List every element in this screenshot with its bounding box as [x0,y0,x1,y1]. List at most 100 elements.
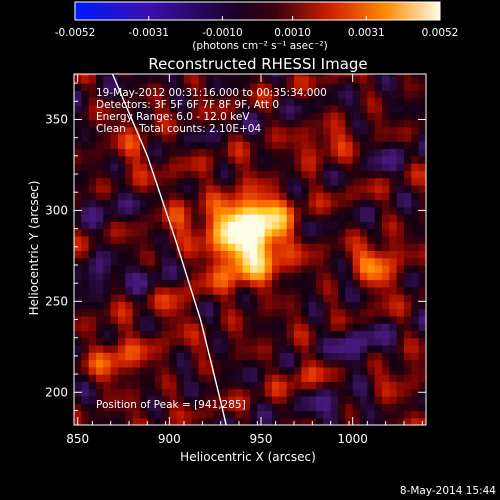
heatmap-cell [81,185,89,193]
heatmap-cell [316,134,324,142]
heatmap-cell [184,229,192,237]
heatmap-cell [213,170,221,178]
heatmap-cell [382,330,390,338]
heatmap-cell [228,287,236,295]
heatmap-cell [404,178,412,186]
heatmap-cell [419,323,427,331]
heatmap-cell [279,141,287,149]
heatmap-cell [382,69,390,77]
heatmap-cell [397,134,405,142]
heatmap-cell [162,76,170,84]
heatmap-cell [419,178,427,186]
heatmap-cell [177,338,185,346]
heatmap-cell [345,280,353,288]
heatmap-cell [309,134,317,142]
heatmap-cell [389,323,397,331]
heatmap-cell [235,367,243,375]
heatmap-cell [133,156,141,164]
heatmap-cell [257,236,265,244]
heatmap-cell [419,352,427,360]
heatmap-cell [177,280,185,288]
heatmap-cell [191,214,199,222]
heatmap-cell [250,374,258,382]
heatmap-cell [331,250,339,258]
heatmap-cell [74,127,82,135]
heatmap-cell [89,352,97,360]
heatmap-cell [177,287,185,295]
heatmap-cell [382,178,390,186]
heatmap-cell [228,250,236,258]
heatmap-cell [257,396,265,404]
heatmap-cell [235,221,243,229]
heatmap-cell [221,287,229,295]
heatmap-cell [353,352,361,360]
heatmap-cell [235,236,243,244]
heatmap-cell [316,330,324,338]
heatmap-cell [338,134,346,142]
heatmap-cell [96,185,104,193]
heatmap-cell [206,236,214,244]
heatmap-cell [191,207,199,215]
heatmap-cell [243,163,251,171]
heatmap-cell [257,367,265,375]
heatmap-cell [309,163,317,171]
heatmap-cell [411,410,419,418]
heatmap-cell [228,185,236,193]
heatmap-cell [235,374,243,382]
heatmap-cell [323,287,331,295]
heatmap-cell [221,389,229,397]
heatmap-cell [301,243,309,251]
heatmap-cell [382,352,390,360]
heatmap-cell [81,338,89,346]
heatmap-cell [250,280,258,288]
heatmap-cell [331,258,339,266]
heatmap-cell [199,360,207,368]
heatmap-cell [111,207,119,215]
heatmap-cell [89,178,97,186]
heatmap-cell [147,258,155,266]
heatmap-cell [323,265,331,273]
heatmap-cell [169,207,177,215]
heatmap-cell [419,294,427,302]
heatmap-cell [316,185,324,193]
heatmap-cell [96,134,104,142]
heatmap-cell [125,199,133,207]
heatmap-cell [397,112,405,120]
heatmap-cell [309,272,317,280]
heatmap-cell [389,396,397,404]
heatmap-cell [287,76,295,84]
heatmap-cell [338,294,346,302]
heatmap-cell [213,229,221,237]
heatmap-cell [419,309,427,317]
heatmap-cell [228,156,236,164]
heatmap-cell [125,207,133,215]
heatmap-cell [228,345,236,353]
heatmap-cell [162,374,170,382]
heatmap-cell [257,243,265,251]
heatmap-cell [294,141,302,149]
heatmap-cell [382,258,390,266]
heatmap-cell [250,185,258,193]
heatmap-cell [213,141,221,149]
heatmap-cell [419,301,427,309]
heatmap-cell [287,250,295,258]
heatmap-cell [294,381,302,389]
heatmap-cell [125,134,133,142]
heatmap-cell [345,403,353,411]
heatmap-cell [411,316,419,324]
heatmap-cell [206,178,214,186]
heatmap-cell [404,76,412,84]
heatmap-cell [331,287,339,295]
heatmap-cell [375,287,383,295]
heatmap-cell [103,374,111,382]
heatmap-cell [206,330,214,338]
heatmap-cell [96,236,104,244]
heatmap-cell [111,345,119,353]
heatmap-cell [74,141,82,149]
heatmap-cell [309,127,317,135]
heatmap-cell [221,163,229,171]
heatmap-cell [323,330,331,338]
heatmap-cell [404,221,412,229]
heatmap-cell [301,389,309,397]
heatmap-cell [177,410,185,418]
